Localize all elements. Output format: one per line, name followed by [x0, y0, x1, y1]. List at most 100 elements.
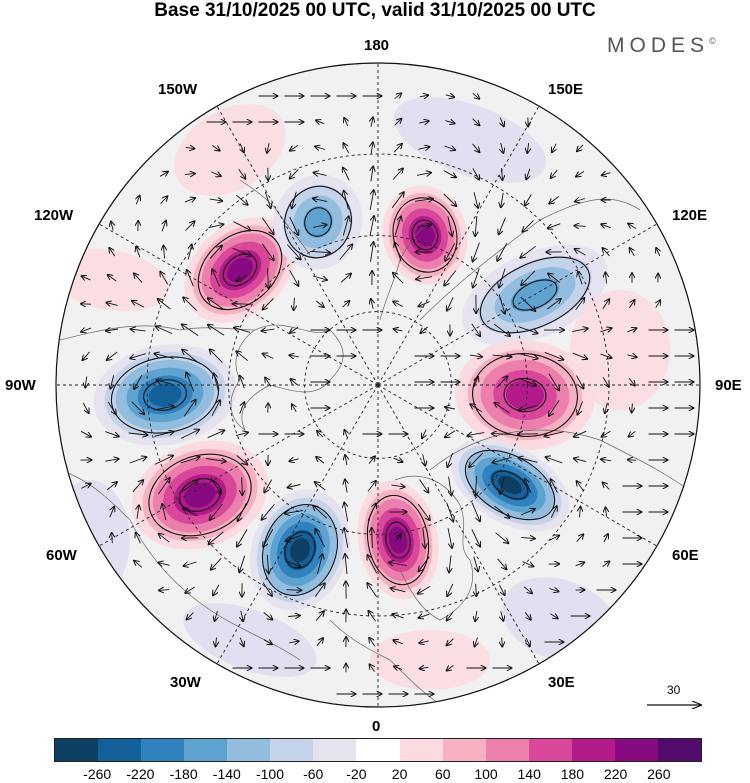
- wind-vector: [371, 299, 373, 310]
- wind-vector: [185, 221, 195, 231]
- wind-vector: [154, 456, 173, 465]
- wind-vector: [471, 502, 480, 521]
- wind-vector: [369, 190, 374, 210]
- wind-vector: [263, 640, 272, 645]
- contour-line: [385, 521, 411, 559]
- wind-vector: [500, 117, 504, 127]
- wind-vector: [267, 143, 269, 153]
- wind-vector: [499, 217, 506, 235]
- wind-vector: [448, 452, 453, 467]
- contour-line: [464, 449, 556, 521]
- wind-vector: [206, 459, 226, 462]
- wind-vector: [472, 92, 480, 99]
- wind-vector: [473, 556, 478, 572]
- wind-vector: [447, 665, 454, 670]
- wind-vector: [286, 590, 302, 591]
- wind-vector: [444, 146, 455, 150]
- anomaly-pos-70W: [131, 440, 269, 550]
- wind-vector: [134, 273, 143, 283]
- colorbar-tick-label: 220: [603, 766, 628, 782]
- wind-vector: [316, 120, 325, 123]
- wind-vector: [159, 590, 170, 591]
- wind-vector: [527, 143, 528, 153]
- wind-vector: [550, 506, 557, 518]
- contour-line: [284, 185, 352, 259]
- wind-vector: [420, 326, 428, 333]
- wind-vector: [602, 430, 611, 437]
- colorbar-swatch: [399, 739, 443, 761]
- wind-vector: [371, 167, 373, 182]
- wind-vector: [473, 268, 480, 288]
- wind-vector: [471, 529, 480, 547]
- wind-vector: [183, 508, 198, 517]
- wind-vector: [548, 373, 559, 391]
- wind-vector: [344, 118, 348, 127]
- wind-vector: [182, 324, 199, 336]
- wind-vector: [578, 272, 583, 285]
- wind-vector: [418, 147, 430, 149]
- wind-vector: [469, 355, 482, 357]
- wind-vector: [158, 563, 170, 566]
- wind-vector: [240, 376, 245, 389]
- wind-vector: [577, 144, 584, 151]
- wind-vector: [391, 192, 404, 209]
- wind-vector: [475, 637, 478, 647]
- wind-vector: [419, 614, 430, 618]
- wind-vector: [394, 93, 402, 100]
- wind-vector: [602, 561, 610, 567]
- wind-vector: [575, 249, 586, 256]
- coast-alaska: [239, 179, 311, 256]
- brand-mark: ©: [709, 36, 716, 46]
- weak-anomaly: [393, 97, 547, 183]
- wind-vector: [518, 353, 537, 359]
- colorbar-tick-label: 60: [435, 766, 451, 782]
- wind-vector: [238, 169, 246, 178]
- wind-vector: [445, 95, 454, 97]
- wind-vector: [443, 170, 456, 178]
- wind-vector: [548, 223, 561, 229]
- wind-vector: [291, 379, 298, 386]
- wind-vector: [447, 528, 452, 548]
- wind-vector: [605, 402, 607, 413]
- wind-vector: [160, 272, 169, 285]
- wind-vector: [392, 614, 404, 618]
- wind-vector: [239, 402, 245, 414]
- wind-vector: [472, 118, 480, 126]
- contour-line: [222, 253, 258, 287]
- wind-vector: [112, 533, 113, 544]
- wind-vector: [290, 144, 299, 150]
- wind-vector: [345, 554, 347, 574]
- wind-vector: [106, 303, 118, 306]
- wind-vector: [289, 269, 299, 286]
- wind-vector: [267, 554, 268, 573]
- wind-vector: [602, 173, 611, 176]
- wind-vector: [423, 528, 425, 548]
- colorbar-tick-label: -220: [126, 766, 155, 782]
- contour-line: [262, 504, 338, 596]
- wind-vector: [129, 457, 147, 464]
- lon-label-180: 180: [364, 37, 390, 54]
- wind-vector: [577, 481, 584, 492]
- wind-vector: [469, 452, 484, 467]
- wind-vector: [443, 193, 456, 206]
- wind-vector: [187, 270, 194, 287]
- contour-line: [512, 279, 558, 311]
- wind-vector: [235, 432, 248, 435]
- contour-line: [148, 453, 252, 537]
- wind-vector: [182, 481, 197, 492]
- wind-vector: [391, 485, 404, 487]
- weak-anomaly: [570, 290, 670, 410]
- wind-vector: [549, 589, 559, 592]
- wind-vector: [136, 533, 141, 544]
- wind-vector: [394, 216, 401, 236]
- wind-vector: [600, 328, 611, 332]
- wind-vector: [496, 377, 508, 388]
- lon-label-60w: 60W: [46, 547, 77, 564]
- wind-vector: [519, 378, 536, 386]
- wind-vector: [209, 246, 222, 259]
- wind-vector: [519, 405, 538, 411]
- colorbar-swatch: [657, 739, 701, 761]
- wind-vector: [263, 583, 272, 596]
- wind-vector: [524, 612, 531, 619]
- wind-vector: [602, 299, 609, 310]
